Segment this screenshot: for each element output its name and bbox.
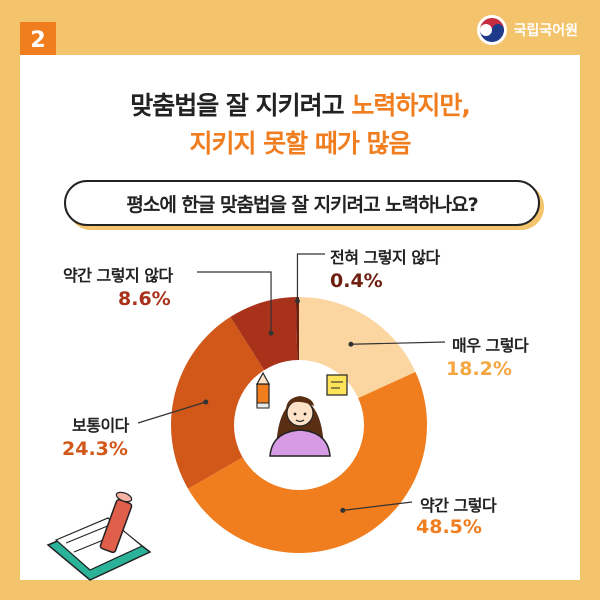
slice-value-neutral: 24.3% bbox=[62, 438, 128, 460]
headline-line-1: 맞춤법을 잘 지키려고 노력하지만, bbox=[20, 86, 580, 122]
slice-label-strongly-agree: 매우 그렇다 bbox=[452, 336, 529, 355]
headline-line-1-plain: 맞춤법을 잘 지키려고 bbox=[130, 91, 352, 120]
book-pencil-illustration bbox=[46, 491, 152, 581]
leader-dot-somewhat-agree bbox=[340, 507, 346, 513]
leader-line-neutral bbox=[137, 401, 206, 424]
leader-dot-somewhat-disagree bbox=[268, 330, 274, 336]
org-name: 국립국어원 bbox=[513, 23, 578, 39]
section-number-badge: 2 bbox=[20, 22, 56, 58]
survey-question: 평소에 한글 맞춤법을 잘 지키려고 노력하나요? bbox=[64, 180, 540, 226]
slice-label-neutral: 보통이다 bbox=[72, 416, 129, 435]
leader-lines bbox=[137, 253, 446, 513]
pencil-icon bbox=[255, 371, 271, 409]
leader-line-somewhat-disagree bbox=[197, 271, 272, 334]
org-logo: 국립국어원 bbox=[476, 14, 578, 46]
girl-avatar-icon bbox=[269, 396, 331, 457]
leader-dot-strongly-agree bbox=[348, 341, 354, 347]
headline-line-1-accent: 노력하지만, bbox=[351, 91, 470, 120]
slice-value-strongly-disagree: 0.4% bbox=[330, 270, 383, 292]
slice-value-somewhat-agree: 48.5% bbox=[416, 516, 482, 538]
taegeuk-icon bbox=[476, 15, 507, 45]
slice-value-strongly-agree: 18.2% bbox=[446, 358, 512, 380]
leader-line-strongly-disagree bbox=[296, 253, 325, 302]
leader-dot-neutral bbox=[203, 399, 209, 405]
headline-line-2: 지키지 못할 때가 많음 bbox=[20, 124, 580, 160]
slice-label-somewhat-disagree: 약간 그렇지 않다 bbox=[63, 266, 173, 285]
leader-line-strongly-agree bbox=[350, 341, 446, 345]
slice-value-somewhat-disagree: 8.6% bbox=[118, 288, 171, 310]
slice-label-strongly-disagree: 전혀 그렇지 않다 bbox=[330, 248, 440, 267]
slice-label-somewhat-agree: 약간 그렇다 bbox=[420, 496, 497, 515]
leader-line-somewhat-agree bbox=[342, 501, 413, 511]
sticky-note-icon bbox=[326, 374, 348, 396]
headline-line-2-accent: 지키지 못할 때가 많음 bbox=[189, 129, 411, 158]
donut-slice-neutral bbox=[171, 316, 299, 489]
leader-dot-strongly-disagree bbox=[294, 298, 300, 304]
